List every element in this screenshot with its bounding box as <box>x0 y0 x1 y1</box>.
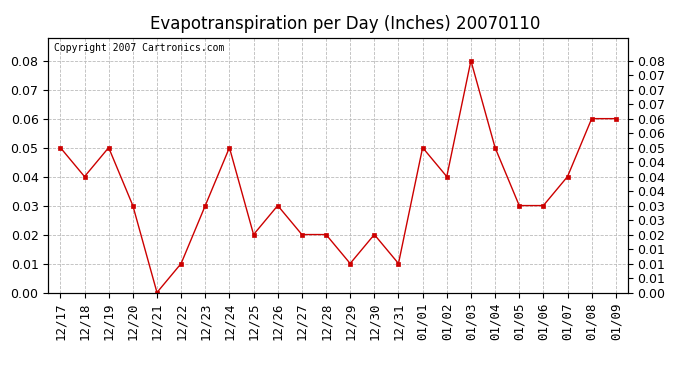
Text: Copyright 2007 Cartronics.com: Copyright 2007 Cartronics.com <box>54 43 224 52</box>
Text: Evapotranspiration per Day (Inches) 20070110: Evapotranspiration per Day (Inches) 2007… <box>150 15 540 33</box>
